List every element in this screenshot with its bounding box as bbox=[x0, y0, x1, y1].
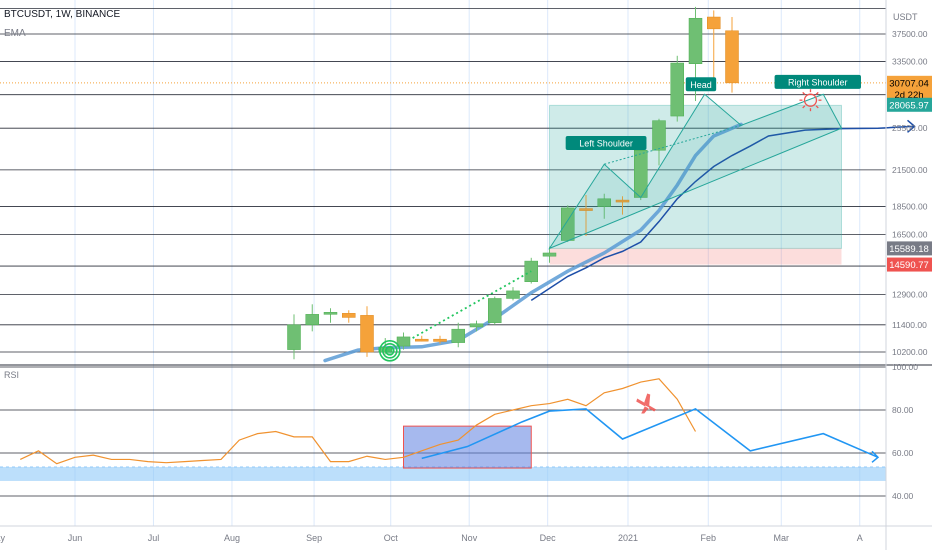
candle-body[interactable] bbox=[415, 338, 429, 342]
rsi-tick-label: 80.00 bbox=[892, 405, 914, 415]
candle-body[interactable] bbox=[725, 30, 739, 84]
currency-label[interactable]: USDT bbox=[893, 12, 918, 22]
rsi-tick-label: 40.00 bbox=[892, 491, 914, 501]
candle-body[interactable] bbox=[396, 336, 411, 347]
price-tick-label: 10200.00 bbox=[892, 347, 928, 357]
rsi-line[interactable] bbox=[19, 378, 697, 465]
target-circle-icon[interactable] bbox=[382, 343, 398, 359]
candle-body[interactable] bbox=[433, 338, 447, 342]
label-layer: Left Shoulder Head Right Shoulder RSI bbox=[4, 74, 861, 380]
pattern-label-bg[interactable] bbox=[774, 74, 861, 89]
price-tag-bg[interactable] bbox=[887, 97, 932, 112]
candle-body[interactable] bbox=[360, 315, 374, 353]
ema-layer bbox=[323, 119, 916, 363]
candle-body[interactable] bbox=[323, 312, 338, 315]
plane-icon[interactable] bbox=[636, 393, 657, 414]
price-tick-label: 18500.00 bbox=[892, 202, 928, 212]
time-tick-label: Feb bbox=[701, 533, 717, 543]
pattern-label-bg[interactable] bbox=[685, 77, 717, 92]
pattern-label[interactable]: Right Shoulder bbox=[788, 77, 848, 87]
time-tick-label: Nov bbox=[461, 533, 478, 543]
pattern-label[interactable]: Head bbox=[690, 80, 712, 90]
ema-line[interactable] bbox=[323, 122, 743, 363]
price-tag[interactable]: 2d 22h bbox=[894, 90, 923, 101]
time-tick-label: May bbox=[0, 533, 6, 543]
zone-layer bbox=[549, 104, 842, 265]
target-zone[interactable] bbox=[549, 104, 842, 249]
price-tick-label: 21500.00 bbox=[892, 165, 928, 175]
sun-ray bbox=[815, 91, 819, 95]
time-tick-label: Mar bbox=[774, 533, 790, 543]
time-tick-label: Jun bbox=[68, 533, 83, 543]
price-tag[interactable]: 14590.77 bbox=[889, 260, 929, 271]
head-shoulders-outline[interactable] bbox=[548, 93, 843, 250]
price-tick-label: 37500.00 bbox=[892, 29, 928, 39]
price-tag-bg[interactable] bbox=[887, 257, 932, 272]
target-circle-icon[interactable] bbox=[385, 346, 395, 356]
price-tag-bg[interactable] bbox=[887, 241, 932, 256]
rsi-layer bbox=[0, 366, 886, 497]
target-circle-icon[interactable] bbox=[379, 340, 401, 362]
rsi-projection-line[interactable] bbox=[421, 408, 879, 460]
ema-long-line[interactable] bbox=[530, 125, 915, 302]
rsi-arrowhead[interactable] bbox=[871, 450, 880, 463]
price-tag-bg[interactable] bbox=[887, 75, 932, 90]
time-tick-label: Dec bbox=[540, 533, 557, 543]
candle-body[interactable] bbox=[305, 314, 319, 326]
candle-body[interactable] bbox=[542, 252, 557, 257]
candle-body[interactable] bbox=[469, 323, 484, 328]
chart-header: BTCUSDT, 1W, BINANCE EMA bbox=[4, 9, 120, 40]
projection-arrowhead[interactable] bbox=[907, 119, 916, 133]
pattern-label-bg[interactable] bbox=[565, 136, 647, 151]
candle-body[interactable] bbox=[451, 328, 465, 343]
candle-body[interactable] bbox=[707, 16, 721, 30]
sun-ray bbox=[815, 105, 819, 109]
symbol-label[interactable]: BTCUSDT, 1W, BINANCE bbox=[4, 9, 121, 20]
rsi-tick-label: 60.00 bbox=[892, 448, 914, 458]
sun-ray bbox=[802, 91, 806, 95]
candle-body[interactable] bbox=[670, 62, 684, 117]
time-tick-label: Aug bbox=[224, 533, 240, 543]
sun-marker-icon[interactable] bbox=[803, 93, 818, 107]
candle-body[interactable] bbox=[488, 298, 502, 323]
sun-ray bbox=[802, 105, 806, 109]
candle-body[interactable] bbox=[688, 17, 703, 64]
candle-body[interactable] bbox=[652, 120, 666, 151]
price-tick-label: 25500.00 bbox=[892, 123, 928, 133]
rsi-tick-label: 100.00 bbox=[892, 362, 918, 372]
price-tag[interactable]: 15589.18 bbox=[889, 244, 929, 255]
price-tag[interactable]: 28065.97 bbox=[889, 100, 929, 111]
rsi-title: RSI bbox=[4, 370, 19, 380]
rsi-band bbox=[0, 466, 886, 481]
candle-body[interactable] bbox=[579, 208, 593, 211]
time-tick-label: 2021 bbox=[618, 533, 638, 543]
candle-body[interactable] bbox=[597, 198, 611, 207]
price-tick-label: 33500.00 bbox=[892, 57, 928, 67]
indicator-label[interactable]: EMA bbox=[4, 28, 26, 39]
price-tick-label: 16500.00 bbox=[892, 230, 928, 240]
pattern-layer bbox=[379, 89, 843, 362]
pattern-label[interactable]: Left Shoulder bbox=[579, 139, 633, 149]
candle-body[interactable] bbox=[287, 324, 301, 350]
candle-body[interactable] bbox=[342, 313, 356, 318]
stop-zone[interactable] bbox=[549, 248, 842, 265]
candle-body[interactable] bbox=[506, 290, 520, 299]
candle-layer bbox=[287, 6, 739, 360]
time-tick-label: A bbox=[857, 533, 863, 543]
price-tag[interactable]: 30707.04 bbox=[889, 78, 929, 89]
time-tick-label: Sep bbox=[306, 533, 322, 543]
price-tick-label: 12900.00 bbox=[892, 290, 928, 300]
price-tick-label: 11400.00 bbox=[892, 320, 927, 330]
time-tick-label: Jul bbox=[148, 533, 160, 543]
candle-body[interactable] bbox=[615, 199, 630, 203]
time-tick-label: Oct bbox=[384, 533, 399, 543]
